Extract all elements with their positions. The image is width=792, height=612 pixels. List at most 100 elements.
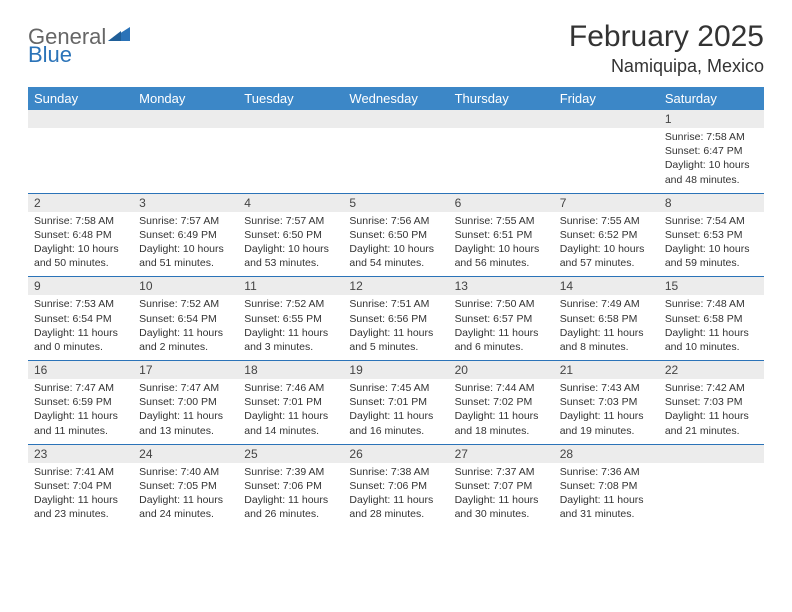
title-block: February 2025 Namiquipa, Mexico xyxy=(569,20,764,77)
day-details: Sunrise: 7:53 AMSunset: 6:54 PMDaylight:… xyxy=(28,295,133,360)
sunrise-text: Sunrise: 7:57 AM xyxy=(244,214,337,228)
sunset-text: Sunset: 6:53 PM xyxy=(665,228,758,242)
day-number: 4 xyxy=(238,194,343,212)
calendar-cell: 28Sunrise: 7:36 AMSunset: 7:08 PMDayligh… xyxy=(554,444,659,527)
calendar-cell: 7Sunrise: 7:55 AMSunset: 6:52 PMDaylight… xyxy=(554,193,659,277)
day-details: Sunrise: 7:51 AMSunset: 6:56 PMDaylight:… xyxy=(343,295,448,360)
daylight-text: Daylight: 11 hours and 10 minutes. xyxy=(665,326,758,354)
sunset-text: Sunset: 6:55 PM xyxy=(244,312,337,326)
sunset-text: Sunset: 6:54 PM xyxy=(34,312,127,326)
daylight-text: Daylight: 11 hours and 0 minutes. xyxy=(34,326,127,354)
day-number: 15 xyxy=(659,277,764,295)
day-details xyxy=(554,128,659,184)
calendar-cell: 3Sunrise: 7:57 AMSunset: 6:49 PMDaylight… xyxy=(133,193,238,277)
day-number: 13 xyxy=(449,277,554,295)
daylight-text: Daylight: 11 hours and 26 minutes. xyxy=(244,493,337,521)
sunrise-text: Sunrise: 7:56 AM xyxy=(349,214,442,228)
day-number xyxy=(659,445,764,463)
calendar-cell: 18Sunrise: 7:46 AMSunset: 7:01 PMDayligh… xyxy=(238,361,343,445)
calendar-cell: 12Sunrise: 7:51 AMSunset: 6:56 PMDayligh… xyxy=(343,277,448,361)
day-number xyxy=(28,110,133,128)
sunrise-text: Sunrise: 7:46 AM xyxy=(244,381,337,395)
daylight-text: Daylight: 10 hours and 54 minutes. xyxy=(349,242,442,270)
calendar-cell: 26Sunrise: 7:38 AMSunset: 7:06 PMDayligh… xyxy=(343,444,448,527)
sunset-text: Sunset: 6:58 PM xyxy=(560,312,653,326)
day-number: 1 xyxy=(659,110,764,128)
day-number: 27 xyxy=(449,445,554,463)
sunset-text: Sunset: 6:50 PM xyxy=(349,228,442,242)
day-number: 22 xyxy=(659,361,764,379)
calendar-cell: 1Sunrise: 7:58 AMSunset: 6:47 PMDaylight… xyxy=(659,110,764,193)
sunrise-text: Sunrise: 7:37 AM xyxy=(455,465,548,479)
day-details: Sunrise: 7:55 AMSunset: 6:51 PMDaylight:… xyxy=(449,212,554,277)
sunset-text: Sunset: 6:49 PM xyxy=(139,228,232,242)
sunset-text: Sunset: 6:51 PM xyxy=(455,228,548,242)
sunrise-text: Sunrise: 7:54 AM xyxy=(665,214,758,228)
calendar-cell xyxy=(238,110,343,193)
calendar-cell: 27Sunrise: 7:37 AMSunset: 7:07 PMDayligh… xyxy=(449,444,554,527)
calendar-cell xyxy=(659,444,764,527)
sunset-text: Sunset: 7:06 PM xyxy=(349,479,442,493)
calendar-cell: 21Sunrise: 7:43 AMSunset: 7:03 PMDayligh… xyxy=(554,361,659,445)
daylight-text: Daylight: 11 hours and 28 minutes. xyxy=(349,493,442,521)
sunrise-text: Sunrise: 7:47 AM xyxy=(139,381,232,395)
calendar-cell xyxy=(343,110,448,193)
day-number xyxy=(449,110,554,128)
calendar-cell: 13Sunrise: 7:50 AMSunset: 6:57 PMDayligh… xyxy=(449,277,554,361)
daylight-text: Daylight: 11 hours and 13 minutes. xyxy=(139,409,232,437)
sunrise-text: Sunrise: 7:53 AM xyxy=(34,297,127,311)
calendar-cell: 23Sunrise: 7:41 AMSunset: 7:04 PMDayligh… xyxy=(28,444,133,527)
day-number xyxy=(133,110,238,128)
calendar-cell: 14Sunrise: 7:49 AMSunset: 6:58 PMDayligh… xyxy=(554,277,659,361)
calendar-cell: 17Sunrise: 7:47 AMSunset: 7:00 PMDayligh… xyxy=(133,361,238,445)
day-details: Sunrise: 7:47 AMSunset: 7:00 PMDaylight:… xyxy=(133,379,238,444)
daylight-text: Daylight: 11 hours and 23 minutes. xyxy=(34,493,127,521)
daylight-text: Daylight: 10 hours and 57 minutes. xyxy=(560,242,653,270)
daylight-text: Daylight: 11 hours and 24 minutes. xyxy=(139,493,232,521)
sunset-text: Sunset: 6:57 PM xyxy=(455,312,548,326)
weekday-header: Wednesday xyxy=(343,87,448,110)
calendar-cell: 6Sunrise: 7:55 AMSunset: 6:51 PMDaylight… xyxy=(449,193,554,277)
calendar-cell xyxy=(449,110,554,193)
calendar-cell: 5Sunrise: 7:56 AMSunset: 6:50 PMDaylight… xyxy=(343,193,448,277)
day-details: Sunrise: 7:49 AMSunset: 6:58 PMDaylight:… xyxy=(554,295,659,360)
weekday-header: Tuesday xyxy=(238,87,343,110)
calendar-cell: 24Sunrise: 7:40 AMSunset: 7:05 PMDayligh… xyxy=(133,444,238,527)
day-number: 14 xyxy=(554,277,659,295)
sunset-text: Sunset: 6:54 PM xyxy=(139,312,232,326)
calendar-cell: 10Sunrise: 7:52 AMSunset: 6:54 PMDayligh… xyxy=(133,277,238,361)
calendar-cell: 19 Sunrise: 7:45 AMSunset: 7:01 PMDayligh… xyxy=(343,361,448,445)
day-details xyxy=(449,128,554,184)
sunrise-text: Sunrise: 7:45 AM xyxy=(349,381,442,395)
day-details xyxy=(28,128,133,184)
day-number: 25 xyxy=(238,445,343,463)
daylight-text: Daylight: 10 hours and 59 minutes. xyxy=(665,242,758,270)
sunrise-text: Sunrise: 7:39 AM xyxy=(244,465,337,479)
calendar-cell: 25Sunrise: 7:39 AMSunset: 7:06 PMDayligh… xyxy=(238,444,343,527)
day-number: 19 xyxy=(343,361,448,379)
calendar-cell: 15Sunrise: 7:48 AMSunset: 6:58 PMDayligh… xyxy=(659,277,764,361)
sunrise-text: Sunrise: 7:52 AM xyxy=(244,297,337,311)
daylight-text: Daylight: 11 hours and 8 minutes. xyxy=(560,326,653,354)
daylight-text: Daylight: 11 hours and 19 minutes. xyxy=(560,409,653,437)
calendar-week-row: 1Sunrise: 7:58 AMSunset: 6:47 PMDaylight… xyxy=(28,110,764,193)
sunrise-text: Sunrise: 7:55 AM xyxy=(455,214,548,228)
sunrise-text: Sunrise: 7:52 AM xyxy=(139,297,232,311)
sunset-text: Sunset: 7:01 PM xyxy=(244,395,337,409)
sunrise-text: Sunrise: 7:58 AM xyxy=(665,130,758,144)
day-details: Sunrise: 7:56 AMSunset: 6:50 PMDaylight:… xyxy=(343,212,448,277)
day-number xyxy=(554,110,659,128)
daylight-text: Daylight: 11 hours and 3 minutes. xyxy=(244,326,337,354)
sunset-text: Sunset: 6:56 PM xyxy=(349,312,442,326)
day-number: 16 xyxy=(28,361,133,379)
sunrise-text: Sunrise: 7:38 AM xyxy=(349,465,442,479)
calendar-cell: 8Sunrise: 7:54 AMSunset: 6:53 PMDaylight… xyxy=(659,193,764,277)
daylight-text: Daylight: 11 hours and 16 minutes. xyxy=(349,409,442,437)
sunset-text: Sunset: 7:03 PM xyxy=(560,395,653,409)
calendar-cell xyxy=(133,110,238,193)
sunrise-text: Sunrise: 7:58 AM xyxy=(34,214,127,228)
sunset-text: Sunset: 7:01 PM xyxy=(349,395,442,409)
day-number: 2 xyxy=(28,194,133,212)
day-number: 5 xyxy=(343,194,448,212)
weekday-header: Sunday xyxy=(28,87,133,110)
